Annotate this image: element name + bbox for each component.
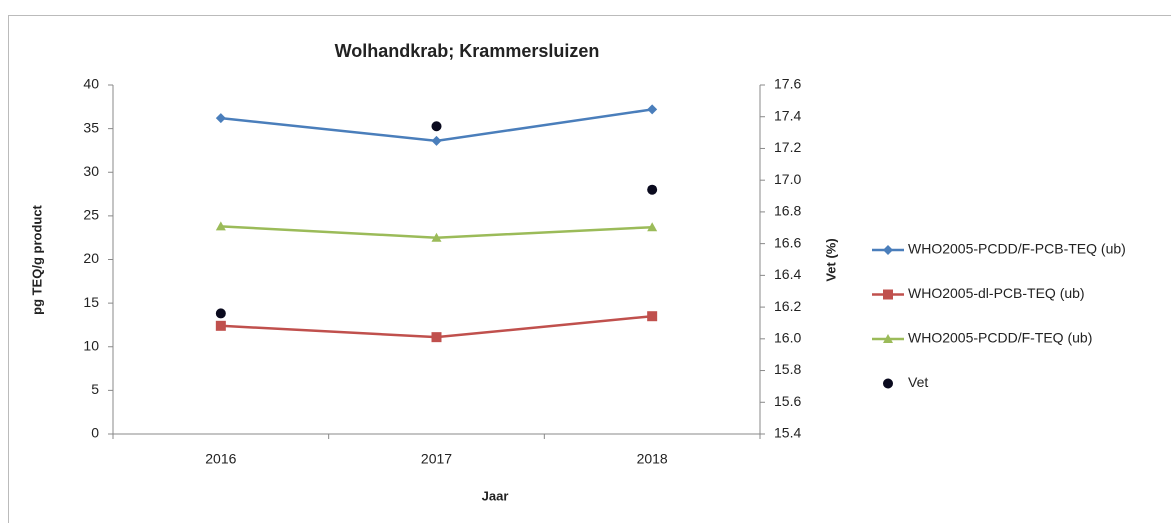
chart-title: Wolhandkrab; Krammersluizen [335,41,600,61]
x-tick-label: 2017 [421,451,452,467]
chart-frame [8,15,1171,523]
data-point [431,232,442,242]
y-tick-label: 5 [91,381,99,397]
data-point [647,311,658,322]
y-tick-label: 25 [83,207,99,223]
legend-marker [883,334,893,343]
data-point [431,135,442,146]
data-point [215,320,226,331]
x-tick-label: 2018 [637,451,668,467]
y2-tick-label: 17.6 [774,76,801,92]
x-axis-label: Jaar [482,488,509,503]
y-tick-label: 30 [83,163,99,179]
legend-label: WHO2005-PCDD/F-PCB-TEQ (ub) [908,241,1126,257]
y2-axis-label: Vet (%) [823,238,838,281]
y2-tick-label: 15.8 [774,361,801,377]
legend-marker [883,378,893,389]
y-axis-label: pg TEQ/g product [29,204,44,314]
y2-tick-label: 17.2 [774,139,801,155]
data-point [647,222,658,232]
legend-label: Vet [908,374,928,390]
x-tick-label: 2016 [205,451,236,467]
data-point [215,113,226,124]
legend-marker [883,289,893,300]
y2-tick-label: 16.2 [774,298,801,314]
legend-marker [883,245,893,255]
legend-label: WHO2005-PCDD/F-TEQ (ub) [908,330,1092,346]
data-point [647,104,658,115]
y2-tick-label: 16.4 [774,266,801,282]
y-tick-label: 20 [83,250,99,266]
y2-tick-label: 15.4 [774,425,801,441]
data-point [215,308,226,319]
data-point [431,332,442,343]
legend-label: WHO2005-dl-PCB-TEQ (ub) [908,285,1085,301]
y2-tick-label: 17.4 [774,107,801,123]
y2-tick-label: 16.0 [774,330,801,346]
y-tick-label: 35 [83,119,99,135]
y-tick-label: 40 [83,76,99,92]
y-tick-label: 15 [83,294,99,310]
y2-tick-label: 16.8 [774,203,801,219]
data-point [647,184,658,195]
y-tick-label: 0 [91,425,99,441]
y2-tick-label: 16.6 [774,234,801,250]
data-point [431,121,442,132]
y2-tick-label: 17.0 [774,171,801,187]
data-point [215,221,226,231]
y2-tick-label: 15.6 [774,393,801,409]
y-tick-label: 10 [83,337,99,353]
